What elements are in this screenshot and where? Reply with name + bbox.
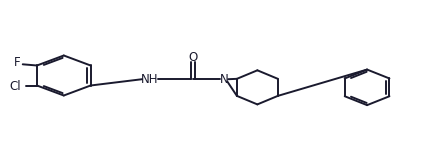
Text: NH: NH <box>141 73 158 86</box>
Text: N: N <box>220 73 228 86</box>
Text: F: F <box>14 56 21 69</box>
Text: O: O <box>188 51 197 64</box>
Text: Cl: Cl <box>9 80 21 93</box>
